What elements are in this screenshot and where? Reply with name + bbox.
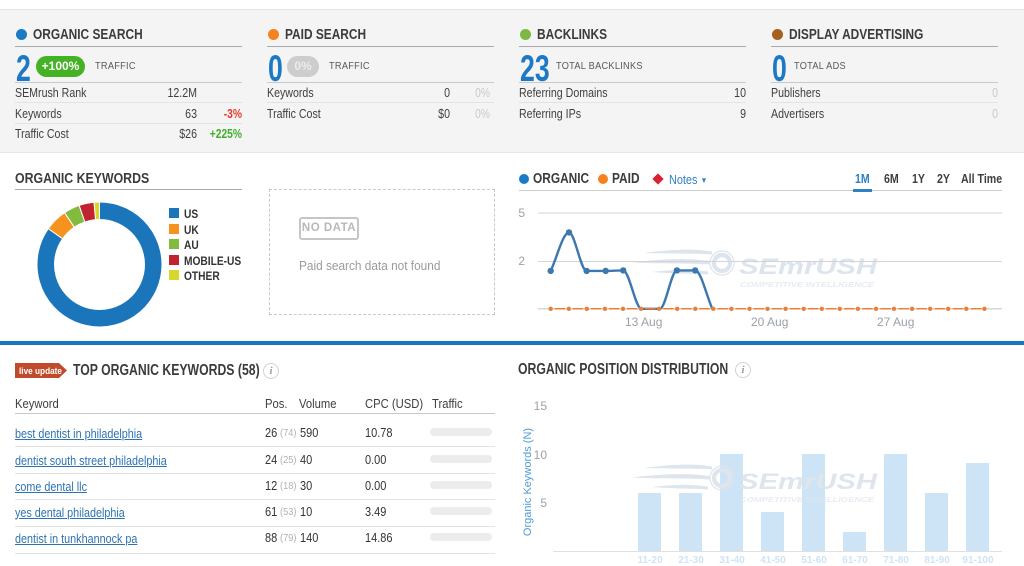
svg-text:live update: live update — [19, 366, 62, 376]
